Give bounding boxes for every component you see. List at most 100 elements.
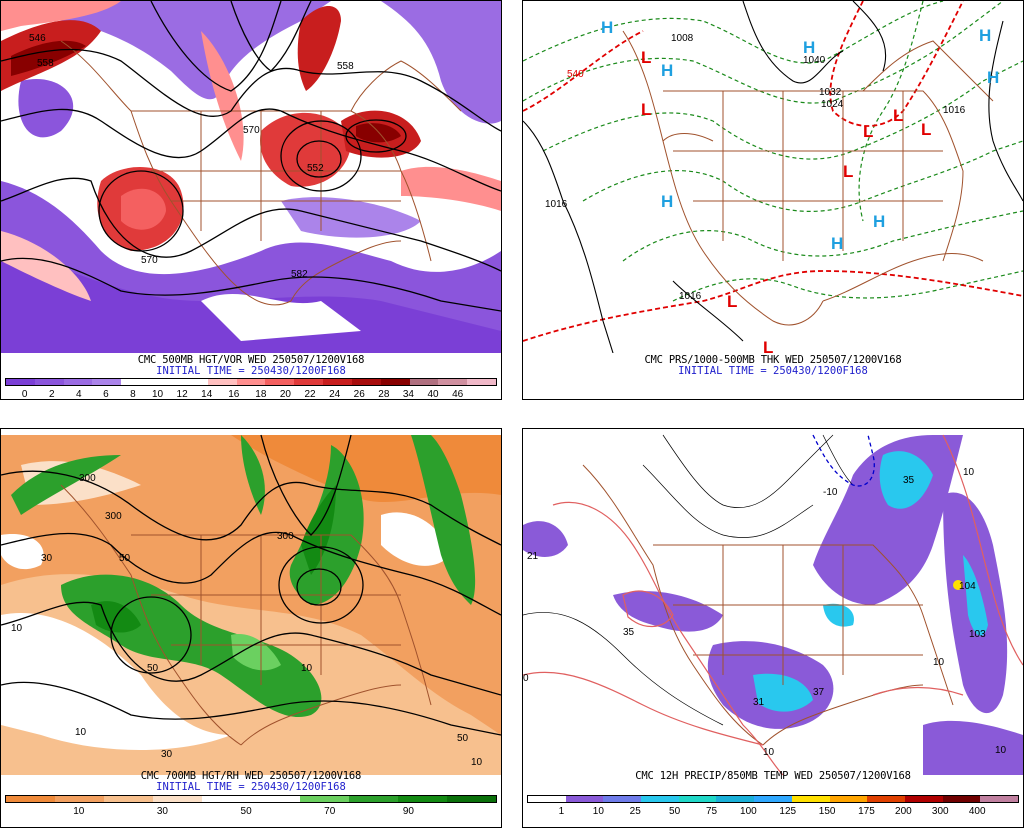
color-bar <box>5 378 497 386</box>
isobar-label: 1016 <box>545 199 568 210</box>
tick-label: 200 <box>895 806 912 817</box>
tick-label: 24 <box>329 389 341 400</box>
value-label: 37 <box>813 687 825 698</box>
contour-label: 10 <box>471 757 483 768</box>
value-label: 103 <box>969 629 986 640</box>
contour-label: 30 <box>41 553 53 564</box>
color-swatch <box>829 796 868 802</box>
low-center: L <box>727 292 737 311</box>
value-label: 35 <box>623 627 635 638</box>
value-label: 0 <box>523 673 529 684</box>
color-swatch <box>6 379 35 385</box>
map-700mb: 300 300 300 50 50 10 10 10 10 30 30 50 <box>1 434 501 775</box>
map-500mb: 546 558 558 570 570 552 582 <box>1 1 501 353</box>
low-center: L <box>921 120 931 139</box>
color-swatch <box>55 796 104 802</box>
high-center: H <box>873 212 885 231</box>
color-swatch <box>323 379 352 385</box>
map-precip: 21 31 35 103 104 37 35 -10 10 10 10 0 10 <box>523 434 1023 776</box>
isobar-label: 1008 <box>671 33 694 44</box>
tick-label: 4 <box>76 389 82 400</box>
low-center: L <box>641 100 651 119</box>
tick-label: 75 <box>705 806 718 817</box>
color-swatch <box>867 796 905 802</box>
map-mslp: 1008 1040 1032 1024 1016 1016 1016 540 H… <box>523 1 1023 353</box>
panel-precip-850temp: 21 31 35 103 104 37 35 -10 10 10 10 0 10… <box>522 428 1024 828</box>
color-swatch <box>121 379 151 385</box>
high-center: H <box>601 18 613 37</box>
contour-label: 50 <box>147 663 159 674</box>
tick-label: 22 <box>304 389 316 400</box>
thickness-label: 540 <box>567 69 584 80</box>
initial-time: INITIAL TIME = 250430/1200F168 <box>678 365 868 377</box>
color-swatch <box>104 796 153 802</box>
contour-label: 546 <box>29 33 46 44</box>
contour-label: 10 <box>11 623 23 634</box>
tick-label: 150 <box>818 806 836 817</box>
color-swatch <box>178 379 208 385</box>
tick-label: 50 <box>240 806 252 817</box>
tick-label: 18 <box>255 389 267 400</box>
tick-label: 400 <box>968 806 986 817</box>
tick-label: 100 <box>740 806 757 817</box>
color-swatch <box>202 796 251 802</box>
high-center: H <box>661 192 673 211</box>
color-swatch <box>251 796 300 802</box>
color-swatch <box>678 796 717 802</box>
value-label: 10 <box>963 467 975 478</box>
color-swatch <box>236 379 266 385</box>
high-center: H <box>979 26 991 45</box>
tick-label: 300 <box>931 806 949 817</box>
contour-label: 558 <box>37 58 54 69</box>
high-center: H <box>831 234 843 253</box>
color-swatch <box>447 796 496 802</box>
color-swatch <box>791 796 830 802</box>
color-swatch <box>265 379 295 385</box>
isobar-label: 1032 <box>819 87 842 98</box>
color-bar-ticks: 1 10 25 50 75 100 125 150 175 200 300 40… <box>527 806 1019 818</box>
value-label: 35 <box>903 475 915 486</box>
color-swatch <box>150 379 179 385</box>
tick-label: 10 <box>151 389 164 400</box>
contour-labels: 300 300 300 50 50 10 10 10 10 30 30 50 <box>11 473 483 768</box>
contour-labels: 546 558 558 570 570 552 582 <box>29 33 354 280</box>
high-center: H <box>987 68 999 87</box>
color-bar <box>527 795 1019 803</box>
color-bar <box>5 795 497 803</box>
contour-label: 570 <box>141 255 158 266</box>
isobar-label: 1016 <box>943 105 966 116</box>
contour-label: 30 <box>161 749 173 760</box>
low-pressure-centers: L L L L L L L L <box>641 48 931 353</box>
tick-label: 30 <box>156 806 168 817</box>
high-center: H <box>803 38 815 57</box>
value-label: 104 <box>959 581 976 592</box>
high-pressure-centers: H H H H H H H H <box>601 18 999 253</box>
color-swatch <box>6 796 55 802</box>
tick-label: 12 <box>176 389 188 400</box>
panel-caption: CMC 12H PRECIP/850MB TEMP WED 250507/120… <box>635 770 911 782</box>
low-center: L <box>763 338 773 353</box>
tick-label: 175 <box>858 806 875 817</box>
initial-time: INITIAL TIME = 250430/1200F168 <box>156 365 346 377</box>
value-label: 21 <box>527 551 539 562</box>
panel-caption: CMC PRS/1000-500MB THK WED 250507/1200V1… <box>644 354 902 366</box>
low-center: L <box>893 106 903 125</box>
panel-caption: CMC 700MB HGT/RH WED 250507/1200V168 <box>140 770 362 782</box>
panel-caption: CMC 500MB HGT/VOR WED 250507/1200V168 <box>137 354 365 366</box>
initial-time: INITIAL TIME = 250430/1200F168 <box>156 781 346 793</box>
tick-label: 26 <box>353 389 365 400</box>
color-swatch <box>92 379 122 385</box>
isobar-label: 1040 <box>803 55 826 66</box>
color-swatch <box>207 379 237 385</box>
contour-label: 300 <box>277 531 294 542</box>
tick-label: 28 <box>378 389 390 400</box>
contour-label: 50 <box>119 553 131 564</box>
contour-label: 50 <box>457 733 469 744</box>
low-center: L <box>641 48 651 67</box>
tick-label: 125 <box>779 806 797 817</box>
color-swatch <box>528 796 566 802</box>
isobar-label: 1024 <box>821 99 844 110</box>
color-swatch <box>716 796 755 802</box>
tick-label: 14 <box>201 389 213 400</box>
color-swatch <box>438 379 468 385</box>
